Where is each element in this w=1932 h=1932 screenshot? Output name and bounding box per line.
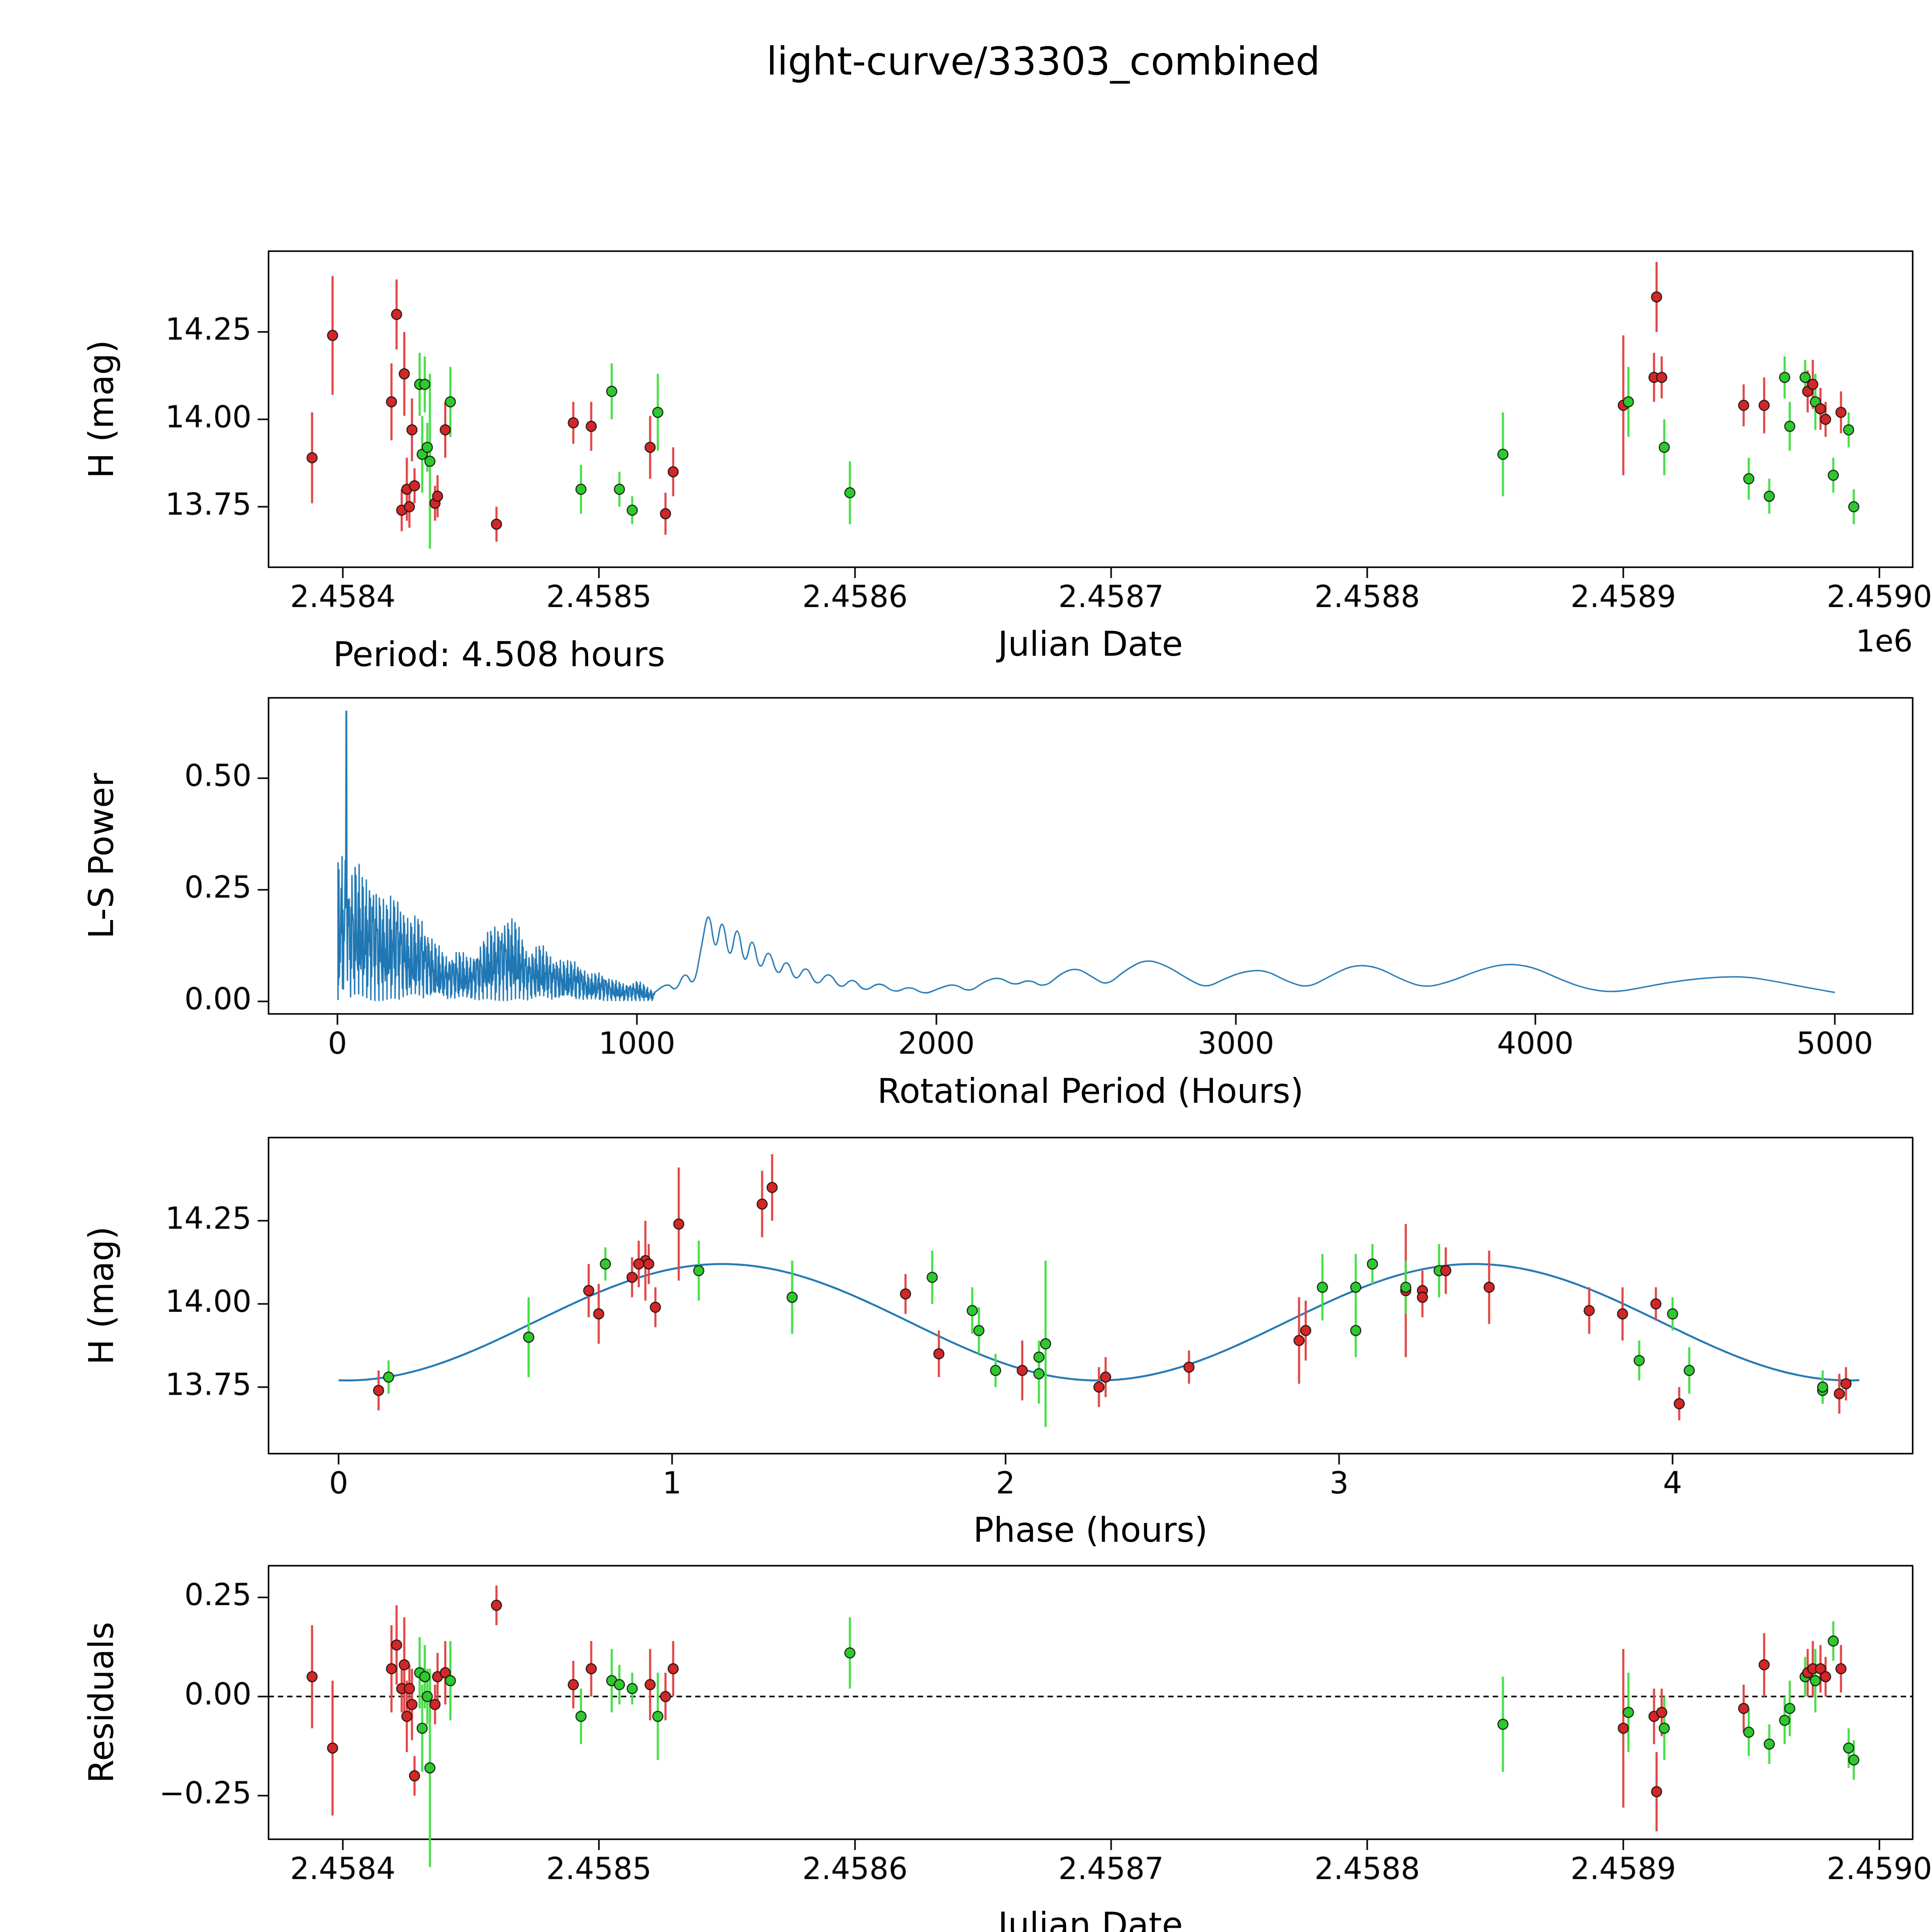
panel1-ylabel: H (mag) — [81, 340, 121, 479]
panel1-axis-offset-text: 1e6 — [1855, 624, 1913, 659]
panel3-ylabel: H (mag) — [81, 1226, 121, 1365]
panel2-ylabel: L-S Power — [81, 773, 121, 939]
panel1-xlabel: Julian Date — [998, 624, 1183, 664]
panel4-ylabel: Residuals — [81, 1622, 121, 1783]
period-annotation: Period: 4.508 hours — [333, 634, 665, 674]
panel3-xlabel: Phase (hours) — [973, 1510, 1208, 1550]
figure-title: light-curve/33303_combined — [766, 39, 1320, 84]
panel4-xlabel: Julian Date — [998, 1905, 1183, 1932]
panel2-xlabel: Rotational Period (Hours) — [877, 1071, 1304, 1111]
